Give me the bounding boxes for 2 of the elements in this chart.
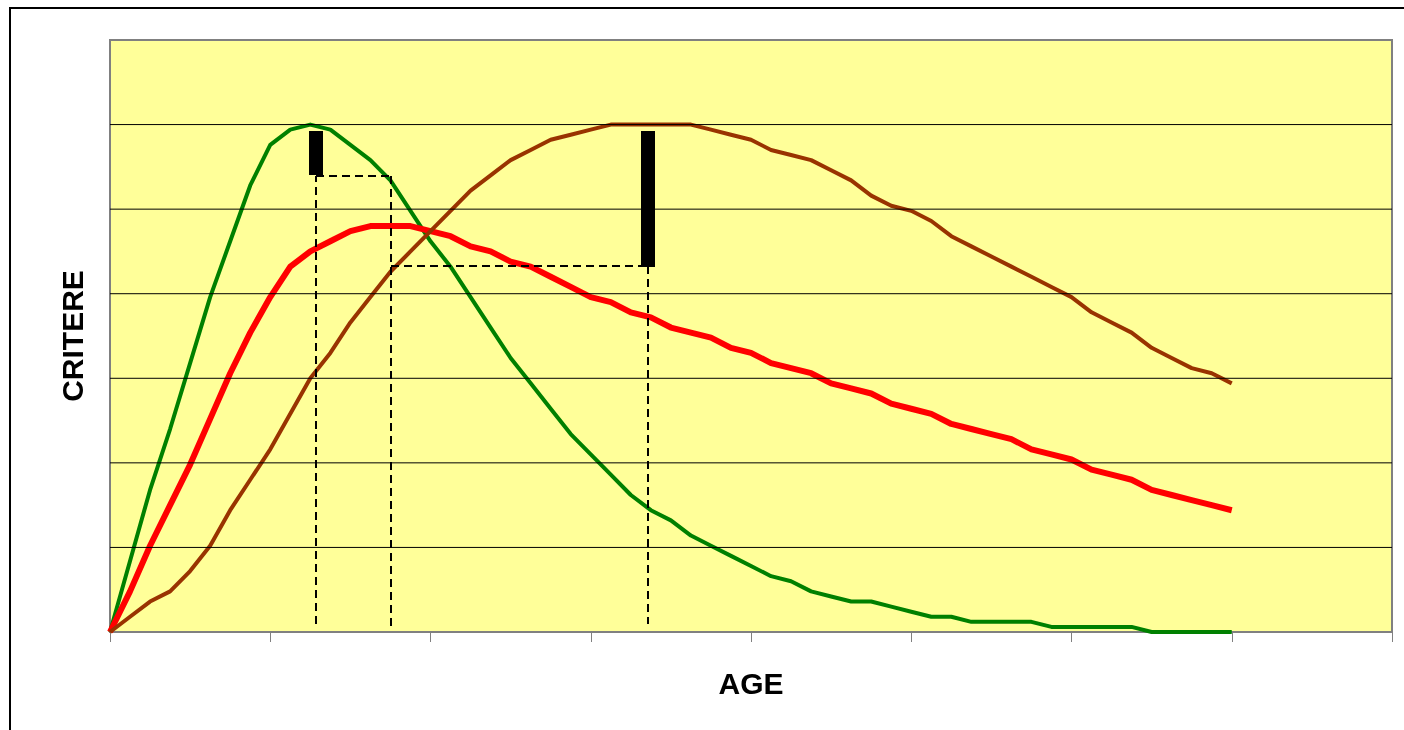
x-axis-title: AGE xyxy=(718,666,784,700)
y-axis-title: CRITERE xyxy=(56,270,90,402)
